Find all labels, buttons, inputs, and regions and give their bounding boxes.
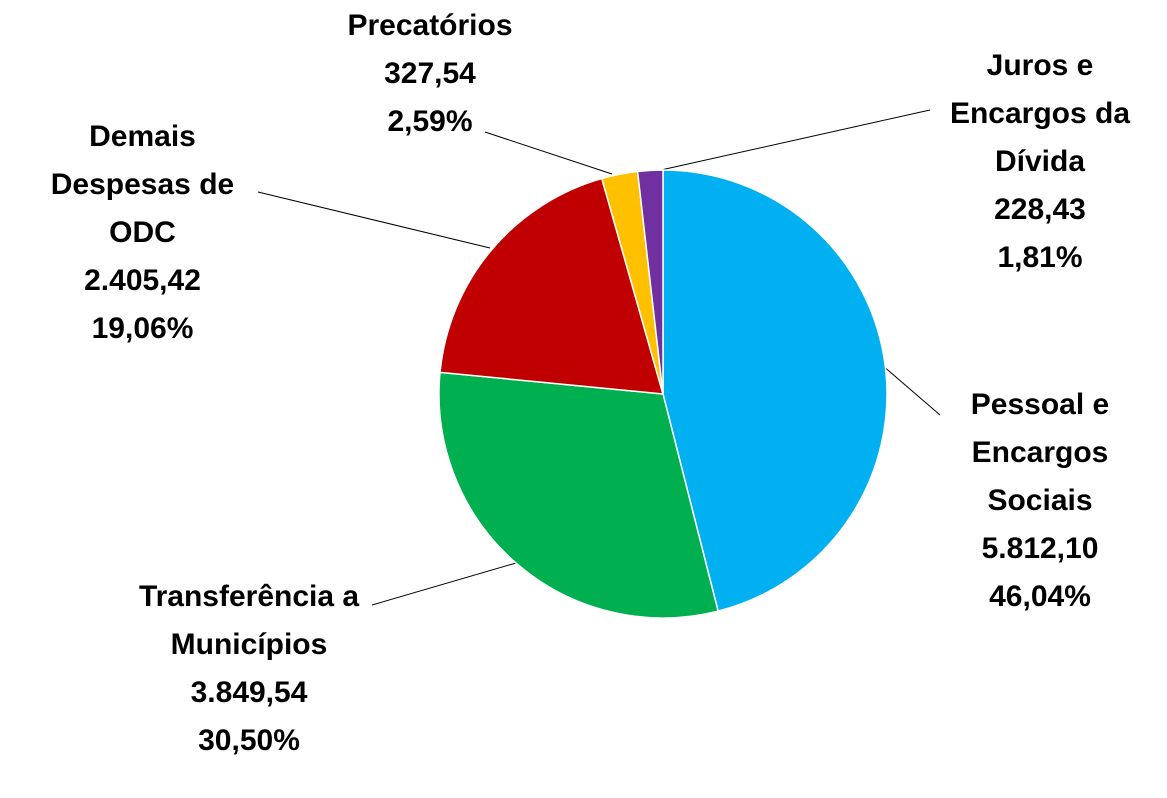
pie-slice bbox=[662, 169, 888, 613]
category-label: Demais Despesas de ODC bbox=[50, 120, 235, 249]
data-label: Precatórios 327,54 2,59% bbox=[300, 2, 560, 146]
leader-line bbox=[371, 562, 517, 606]
leader-line bbox=[881, 364, 941, 416]
value-label: 2.405,42 bbox=[84, 264, 201, 297]
value-label: 3.849,54 bbox=[190, 676, 308, 709]
category-label: Juros e Encargos da Dívida bbox=[949, 49, 1131, 178]
category-label: Pessoal e Encargos Sociais bbox=[970, 388, 1110, 517]
percent-label: 30,50% bbox=[198, 724, 300, 757]
leader-line bbox=[651, 109, 931, 173]
leader-lines bbox=[257, 109, 941, 606]
leader-line bbox=[484, 131, 613, 175]
pie-slice bbox=[636, 169, 664, 395]
value-label: 228,43 bbox=[994, 193, 1086, 226]
percent-label: 19,06% bbox=[91, 312, 194, 345]
category-label: Transferência a Municípios bbox=[138, 580, 360, 661]
percent-label: 2,59% bbox=[387, 105, 473, 138]
pie-slice bbox=[439, 177, 665, 395]
pie-slice bbox=[438, 371, 720, 619]
data-label: Transferência a Municípios 3.849,54 30,50% bbox=[130, 573, 368, 765]
value-label: 327,54 bbox=[384, 57, 476, 90]
data-label: Demais Despesas de ODC 2.405,42 19,06% bbox=[20, 113, 265, 353]
data-label: Juros e Encargos da Dívida 228,43 1,81% bbox=[915, 42, 1165, 282]
data-label: Pessoal e Encargos Sociais 5.812,10 46,04% bbox=[930, 381, 1150, 621]
leader-line bbox=[257, 191, 491, 249]
percent-label: 1,81% bbox=[997, 241, 1083, 274]
percent-label: 46,04% bbox=[989, 580, 1091, 613]
value-label: 5.812,10 bbox=[981, 532, 1099, 565]
category-label: Precatórios bbox=[347, 9, 513, 42]
